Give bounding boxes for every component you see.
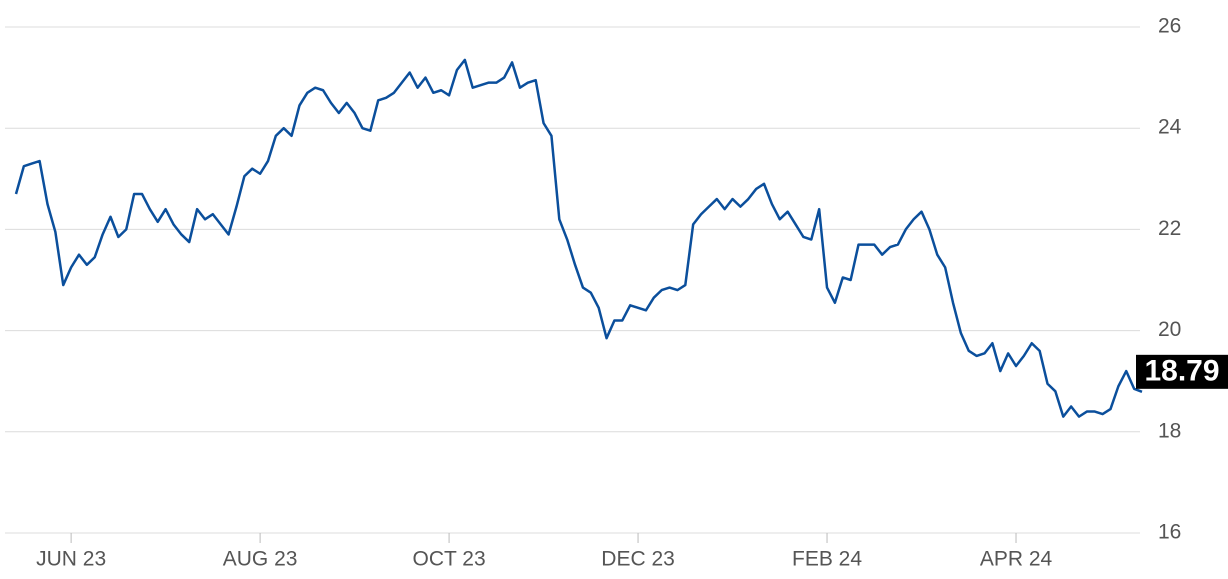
y-tick-label: 26 xyxy=(1158,15,1181,38)
y-tick-label: 20 xyxy=(1158,318,1181,341)
y-tick-label: 18 xyxy=(1158,419,1181,442)
y-tick-label: 24 xyxy=(1158,116,1182,139)
x-tick-label: APR 24 xyxy=(980,548,1053,571)
x-tick-label: OCT 23 xyxy=(412,548,485,571)
x-tick-label: AUG 23 xyxy=(223,548,298,571)
price-line xyxy=(14,58,1143,418)
x-tick-label: DEC 23 xyxy=(601,548,675,571)
last-value-box xyxy=(1136,354,1228,389)
y-tick-label: 16 xyxy=(1158,521,1181,544)
y-tick-label: 22 xyxy=(1158,217,1181,240)
x-tick-label: JUN 23 xyxy=(36,548,106,571)
x-tick-label: FEB 24 xyxy=(792,548,862,571)
last-value-label: 18.79 xyxy=(1144,355,1219,388)
